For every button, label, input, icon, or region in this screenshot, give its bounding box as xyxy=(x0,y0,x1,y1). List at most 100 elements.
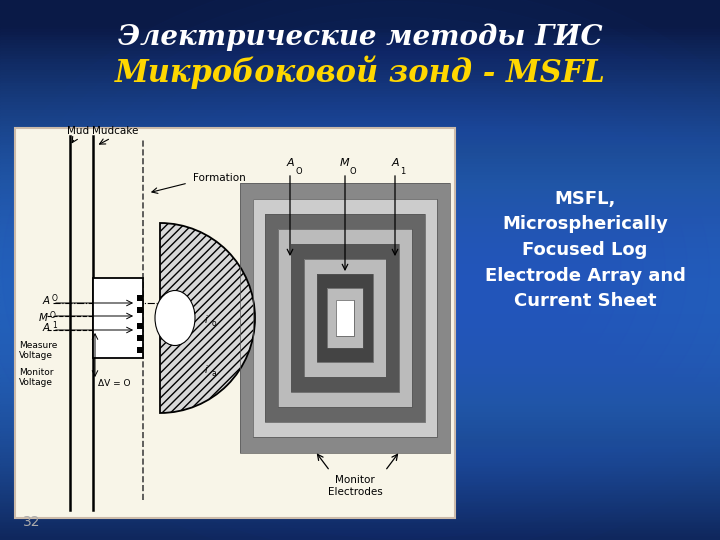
Text: a: a xyxy=(212,369,217,378)
Bar xyxy=(0,518,720,521)
Bar xyxy=(0,259,720,262)
Bar xyxy=(0,13,720,16)
Bar xyxy=(0,315,720,319)
Bar xyxy=(0,450,720,454)
Bar xyxy=(0,391,720,394)
Bar xyxy=(0,78,720,81)
Bar xyxy=(0,434,720,437)
Bar xyxy=(0,145,720,149)
Bar xyxy=(0,210,720,213)
Bar xyxy=(0,388,720,392)
Bar xyxy=(317,274,373,362)
Bar xyxy=(0,53,720,57)
Bar xyxy=(265,214,425,422)
Bar xyxy=(0,191,720,194)
Bar xyxy=(0,94,720,97)
Bar xyxy=(0,278,720,281)
Bar xyxy=(0,429,720,432)
Text: ΔV = O: ΔV = O xyxy=(98,379,130,388)
Bar xyxy=(0,461,720,464)
Bar xyxy=(0,137,720,140)
Bar xyxy=(0,356,720,359)
Bar xyxy=(0,240,720,243)
Bar xyxy=(291,244,399,392)
Bar xyxy=(0,126,720,130)
Bar xyxy=(0,299,720,302)
Text: Measure
Voltage: Measure Voltage xyxy=(19,341,58,360)
Bar xyxy=(0,205,720,208)
Bar xyxy=(0,102,720,105)
Bar xyxy=(0,80,720,84)
Text: 32: 32 xyxy=(23,515,41,529)
Bar xyxy=(0,5,720,8)
Bar xyxy=(0,313,720,316)
Bar xyxy=(0,340,720,343)
Bar xyxy=(0,467,720,470)
Bar xyxy=(0,418,720,421)
Bar xyxy=(0,475,720,478)
Text: A: A xyxy=(43,296,50,306)
Bar xyxy=(0,2,720,5)
Bar xyxy=(0,291,720,294)
Bar xyxy=(0,386,720,389)
Bar xyxy=(0,394,720,397)
Bar xyxy=(0,296,720,300)
Bar xyxy=(0,218,720,221)
Bar xyxy=(0,502,720,505)
Bar xyxy=(0,264,720,267)
Bar xyxy=(0,118,720,122)
Bar xyxy=(0,202,720,205)
Bar xyxy=(0,529,720,532)
Bar xyxy=(0,413,720,416)
Text: Monitor
Voltage: Monitor Voltage xyxy=(19,368,53,387)
Bar xyxy=(0,21,720,24)
Bar xyxy=(0,448,720,451)
Bar xyxy=(0,56,720,59)
Bar xyxy=(0,337,720,340)
Bar xyxy=(0,305,720,308)
Bar xyxy=(0,45,720,49)
Bar xyxy=(0,415,720,418)
Bar xyxy=(0,396,720,400)
Text: O: O xyxy=(295,167,302,176)
Bar xyxy=(0,226,720,230)
Text: A: A xyxy=(391,158,399,168)
Bar xyxy=(0,35,720,38)
Bar xyxy=(0,134,720,138)
Bar xyxy=(0,232,720,235)
Text: Formation: Formation xyxy=(193,173,246,183)
Bar xyxy=(0,458,720,462)
Bar xyxy=(0,234,720,238)
Bar xyxy=(0,183,720,186)
Bar xyxy=(0,10,720,14)
Bar xyxy=(0,148,720,151)
Bar xyxy=(0,121,720,124)
Bar xyxy=(0,380,720,383)
Bar xyxy=(0,353,720,356)
Bar xyxy=(0,504,720,508)
Bar xyxy=(0,194,720,197)
Bar xyxy=(0,410,720,413)
Bar xyxy=(0,407,720,410)
Bar xyxy=(0,453,720,456)
Bar xyxy=(0,510,720,513)
Bar xyxy=(0,43,720,46)
Bar xyxy=(0,143,720,146)
Bar xyxy=(0,153,720,157)
Bar xyxy=(0,32,720,35)
Bar xyxy=(0,375,720,378)
Text: Электрические методы ГИС: Электрические методы ГИС xyxy=(117,23,603,51)
Bar xyxy=(0,156,720,159)
Bar xyxy=(0,437,720,440)
Bar xyxy=(0,310,720,313)
Bar xyxy=(137,323,143,329)
Bar xyxy=(0,480,720,483)
Bar xyxy=(0,105,720,108)
Bar xyxy=(0,67,720,70)
Bar xyxy=(0,48,720,51)
Text: Monitor
Electrodes: Monitor Electrodes xyxy=(328,475,382,497)
Bar xyxy=(0,372,720,375)
Bar xyxy=(0,116,720,119)
Bar xyxy=(0,110,720,113)
Bar xyxy=(0,456,720,459)
